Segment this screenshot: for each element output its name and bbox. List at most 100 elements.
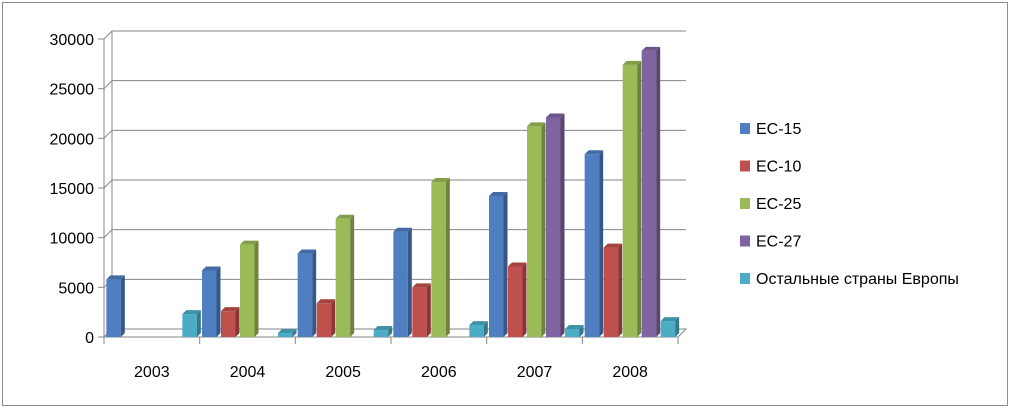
bar xyxy=(546,113,565,338)
bar-front xyxy=(393,231,408,337)
bar-front xyxy=(412,287,427,337)
bar-front xyxy=(278,333,293,337)
bar-front xyxy=(202,270,217,337)
x-tick-label: 2008 xyxy=(612,364,648,381)
bars xyxy=(106,46,680,338)
bar xyxy=(373,326,393,337)
bar-front xyxy=(508,266,523,337)
bar-front xyxy=(565,329,580,337)
y-tick-label: 5000 xyxy=(58,280,94,297)
x-tick-label: 2003 xyxy=(134,364,170,381)
bar-side xyxy=(560,113,565,338)
bar-front xyxy=(469,325,484,337)
legend: ЕС-15 ЕС-10 ЕС-25 ЕС-27 Остальные страны Евр… xyxy=(740,121,959,288)
bar-top xyxy=(508,262,527,267)
legend-entry: ЕС-15 xyxy=(740,121,801,138)
bar-side xyxy=(350,214,355,337)
bar-top xyxy=(316,299,336,304)
bar-side xyxy=(503,191,508,337)
bar xyxy=(221,307,240,337)
y-tick-label: 15000 xyxy=(50,181,95,198)
legend-label: ЕС-15 xyxy=(756,121,801,138)
x-tick-label: 2007 xyxy=(517,364,553,381)
y-tick-label: 25000 xyxy=(50,82,95,99)
bar-side xyxy=(235,307,240,337)
bar-front xyxy=(431,182,446,337)
bar-top xyxy=(622,60,642,65)
legend-entry: ЕС-25 xyxy=(740,196,801,213)
bar-side xyxy=(312,249,317,337)
bar-front xyxy=(221,311,236,337)
bar-top xyxy=(565,325,584,330)
bar-front xyxy=(316,303,332,337)
bar-top xyxy=(641,46,661,51)
bar-side xyxy=(522,262,527,337)
bar-front xyxy=(335,218,351,337)
bar-front xyxy=(527,126,542,337)
bar-side xyxy=(656,46,661,338)
legend-swatch xyxy=(740,273,750,284)
x-tick-label: 2006 xyxy=(421,364,457,381)
bar xyxy=(202,266,221,337)
bar-side xyxy=(254,240,259,337)
y-tick-label: 30000 xyxy=(50,32,95,49)
y-tick-label: 10000 xyxy=(50,231,95,248)
bar-top xyxy=(660,317,680,322)
y-tick-label: 0 xyxy=(85,330,94,347)
legend-label: ЕС-25 xyxy=(756,196,801,213)
bar-top xyxy=(431,178,450,183)
bar-top xyxy=(527,122,546,127)
bar xyxy=(412,283,431,337)
bar xyxy=(393,227,412,337)
bar-side xyxy=(618,243,623,337)
bar-front xyxy=(489,195,504,337)
y-tick-label: 20000 xyxy=(50,131,95,148)
bar xyxy=(316,299,336,337)
bar-front xyxy=(622,64,638,338)
legend-swatch xyxy=(740,235,750,247)
y-axis-tick-labels: 0 5000 10000 15000 20000 25000 30000 xyxy=(50,32,95,347)
x-tick-label: 2005 xyxy=(325,364,361,381)
bar xyxy=(297,249,317,337)
bar-top xyxy=(489,191,508,196)
bar-front xyxy=(603,247,619,337)
bar xyxy=(603,243,623,337)
bar-top xyxy=(373,326,393,331)
bar-side xyxy=(579,325,584,337)
legend-entry: ЕС-27 xyxy=(740,234,801,251)
bar-side xyxy=(331,299,336,337)
bar-front xyxy=(546,117,561,338)
legend-swatch xyxy=(740,123,750,134)
bar-side xyxy=(407,227,412,337)
bar-top xyxy=(106,275,125,280)
x-axis-tick-labels: 2003 2004 2005 2006 2007 2008 xyxy=(134,364,648,381)
legend-label: ЕС-10 xyxy=(756,159,801,176)
bar-top xyxy=(182,310,201,315)
bar xyxy=(660,317,680,337)
bar-front xyxy=(297,253,313,337)
bar xyxy=(240,240,259,337)
bar xyxy=(489,191,508,337)
bar-side xyxy=(216,266,221,337)
bar xyxy=(565,325,584,337)
bar-top xyxy=(546,113,565,118)
legend-swatch xyxy=(740,160,750,172)
bar xyxy=(182,310,201,337)
bar-top xyxy=(603,243,623,248)
bar-side xyxy=(675,317,680,337)
bar-top xyxy=(202,266,221,271)
bar-top xyxy=(412,283,431,288)
bar-top xyxy=(221,307,240,312)
bar xyxy=(431,178,450,337)
bar-top xyxy=(297,249,317,254)
bar xyxy=(622,60,642,338)
legend-swatch xyxy=(740,198,750,209)
bar xyxy=(335,214,355,337)
legend-label: Остальные страны Европы xyxy=(756,271,959,288)
bar xyxy=(641,46,661,338)
bar-front xyxy=(641,50,657,338)
bar-side xyxy=(120,275,125,337)
bar xyxy=(527,122,546,337)
bar-front xyxy=(106,279,121,337)
bar xyxy=(106,275,125,337)
